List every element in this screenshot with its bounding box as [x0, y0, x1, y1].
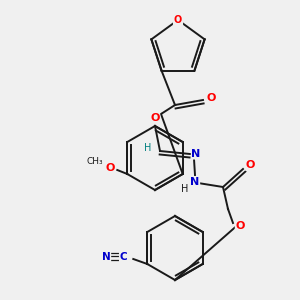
Text: O: O [235, 221, 245, 231]
Text: CH₃: CH₃ [87, 157, 104, 166]
Text: N: N [191, 149, 201, 159]
Text: O: O [245, 160, 255, 170]
Text: N: N [190, 177, 200, 187]
Text: O: O [206, 93, 216, 103]
Text: C: C [119, 252, 127, 262]
Text: N: N [102, 252, 111, 262]
Text: O: O [106, 163, 115, 173]
Text: H: H [181, 184, 189, 194]
Text: O: O [174, 15, 182, 25]
Text: H: H [144, 143, 152, 153]
Text: O: O [150, 113, 160, 123]
